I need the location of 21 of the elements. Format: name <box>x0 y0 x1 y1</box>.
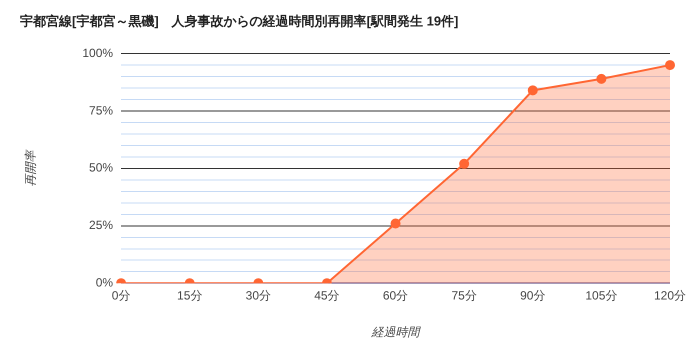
x-tick-label: 30分 <box>246 288 271 303</box>
y-tick-label: 25% <box>89 218 114 232</box>
y-tick-label: 50% <box>89 160 114 175</box>
x-tick-label: 15分 <box>177 288 202 303</box>
x-tick-label: 75分 <box>451 288 477 303</box>
x-tick-label: 105分 <box>585 288 618 303</box>
point <box>528 85 538 96</box>
point <box>665 60 675 70</box>
x-tick-label: 45分 <box>314 288 340 303</box>
y-tick-label: 0% <box>96 276 114 290</box>
x-axis-title: 経過時間 <box>370 325 422 340</box>
y-axis-title: 再開率 <box>24 148 38 186</box>
y-tick-label: 100% <box>82 46 114 60</box>
x-tick-label: 120分 <box>654 288 686 303</box>
y-tick-label: 75% <box>89 103 114 118</box>
x-tick-label: 0分 <box>112 288 130 303</box>
x-tick-label: 60分 <box>382 288 408 303</box>
point <box>459 158 470 169</box>
chart-title: 宇都宮線[宇都宮～黒磯] 人身事故からの経過時間別再開率[駅間発生 19件] <box>20 13 458 28</box>
x-tick-label: 90分 <box>520 288 546 303</box>
point <box>596 74 606 84</box>
